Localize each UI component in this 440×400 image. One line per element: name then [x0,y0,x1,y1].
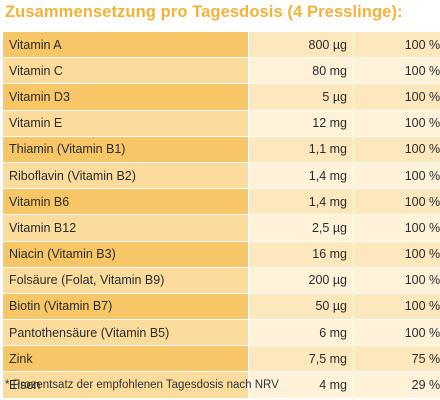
nutrient-name: Eisen [3,371,249,399]
nutrient-amount: 5 µg [248,83,354,111]
nutrient-name: Vitamin E [3,110,249,137]
nutrient-amount: 1,1 mg [248,136,354,163]
nutrient-percent: 100 %* [353,162,440,190]
table-row: Folsäure (Folat, Vitamin B9) 200 µg 100 … [3,267,440,294]
nutrient-percent: 100 %* [353,110,440,137]
nutrient-percent: 100 %* [353,214,440,242]
nutrient-amount: 4 mg [248,371,354,399]
nutrient-percent: 100 %* [353,32,440,59]
nutrient-name: Niacin (Vitamin B3) [3,241,249,268]
table-row: Thiamin (Vitamin B1) 1,1 mg 100 %* [3,136,440,163]
table-row: Biotin (Vitamin B7) 50 µg 100 %* [3,293,440,321]
table-row: Riboflavin (Vitamin B2) 1,4 mg 100 %* [3,162,440,190]
nutrient-amount: 12 mg [248,110,354,137]
nutrient-amount: 1,4 mg [248,188,354,216]
nutrient-percent: 100 %* [353,83,440,111]
table-row: Vitamin D3 5 µg 100 %* [3,83,440,111]
nutrient-name: Vitamin A [3,32,249,59]
nutrient-percent: 75 %* [353,345,440,373]
nutrient-amount: 1,4 mg [248,162,354,190]
nutrient-name: Vitamin B6 [3,188,249,216]
table-row: Niacin (Vitamin B3) 16 mg 100 %* [3,241,440,268]
nutrient-percent: 100 %* [353,319,440,347]
table-row: Vitamin C 80 mg 100 %* [3,57,440,85]
nutrient-name: Zink [3,345,249,373]
nutrient-percent: 100 %* [353,267,440,294]
nutrient-amount: 6 mg [248,319,354,347]
nutrient-percent: 100 %* [353,188,440,216]
table-row: Vitamin B6 1,4 mg 100 %* [3,188,440,216]
nutrient-amount: 7,5 mg [248,345,354,373]
nutrition-table: Vitamin A 800 µg 100 %* Vitamin C 80 mg … [3,32,440,399]
nutrient-name: Vitamin B12 [3,214,249,242]
nutrient-amount: 80 mg [248,57,354,85]
table-row: Pantothensäure (Vitamin B5) 6 mg 100 %* [3,319,440,347]
nutrient-name: Vitamin C [3,57,249,85]
nutrient-amount: 2,5 µg [248,214,354,242]
table-row: Zink 7,5 mg 75 %* [3,345,440,373]
nutrient-name: Pantothensäure (Vitamin B5) [3,319,249,347]
table-row: Vitamin A 800 µg 100 %* [3,32,440,59]
page-title: Zusammensetzung pro Tagesdosis (4 Pressl… [5,3,403,21]
footnote: * Prozentsatz der empfohlenen Tagesdosis… [5,379,279,391]
nutrient-amount: 16 mg [248,241,354,268]
nutrient-name: Biotin (Vitamin B7) [3,293,249,321]
nutrient-amount: 50 µg [248,293,354,321]
table-row: Vitamin B12 2,5 µg 100 %* [3,214,440,242]
nutrient-percent: 100 %* [353,241,440,268]
nutrient-percent: 100 %* [353,293,440,321]
nutrient-percent: 100 %* [353,57,440,85]
nutrient-amount: 800 µg [248,32,354,59]
nutrient-name: Vitamin D3 [3,83,249,111]
nutrient-name: Folsäure (Folat, Vitamin B9) [3,267,249,294]
table-row: Eisen 4 mg 29 %* [3,371,440,399]
nutrient-name: Riboflavin (Vitamin B2) [3,162,249,190]
nutrient-name: Thiamin (Vitamin B1) [3,136,249,163]
nutrient-percent: 100 %* [353,136,440,163]
nutrient-amount: 200 µg [248,267,354,294]
table-row: Vitamin E 12 mg 100 %* [3,110,440,137]
nutrient-percent: 29 %* [353,371,440,399]
